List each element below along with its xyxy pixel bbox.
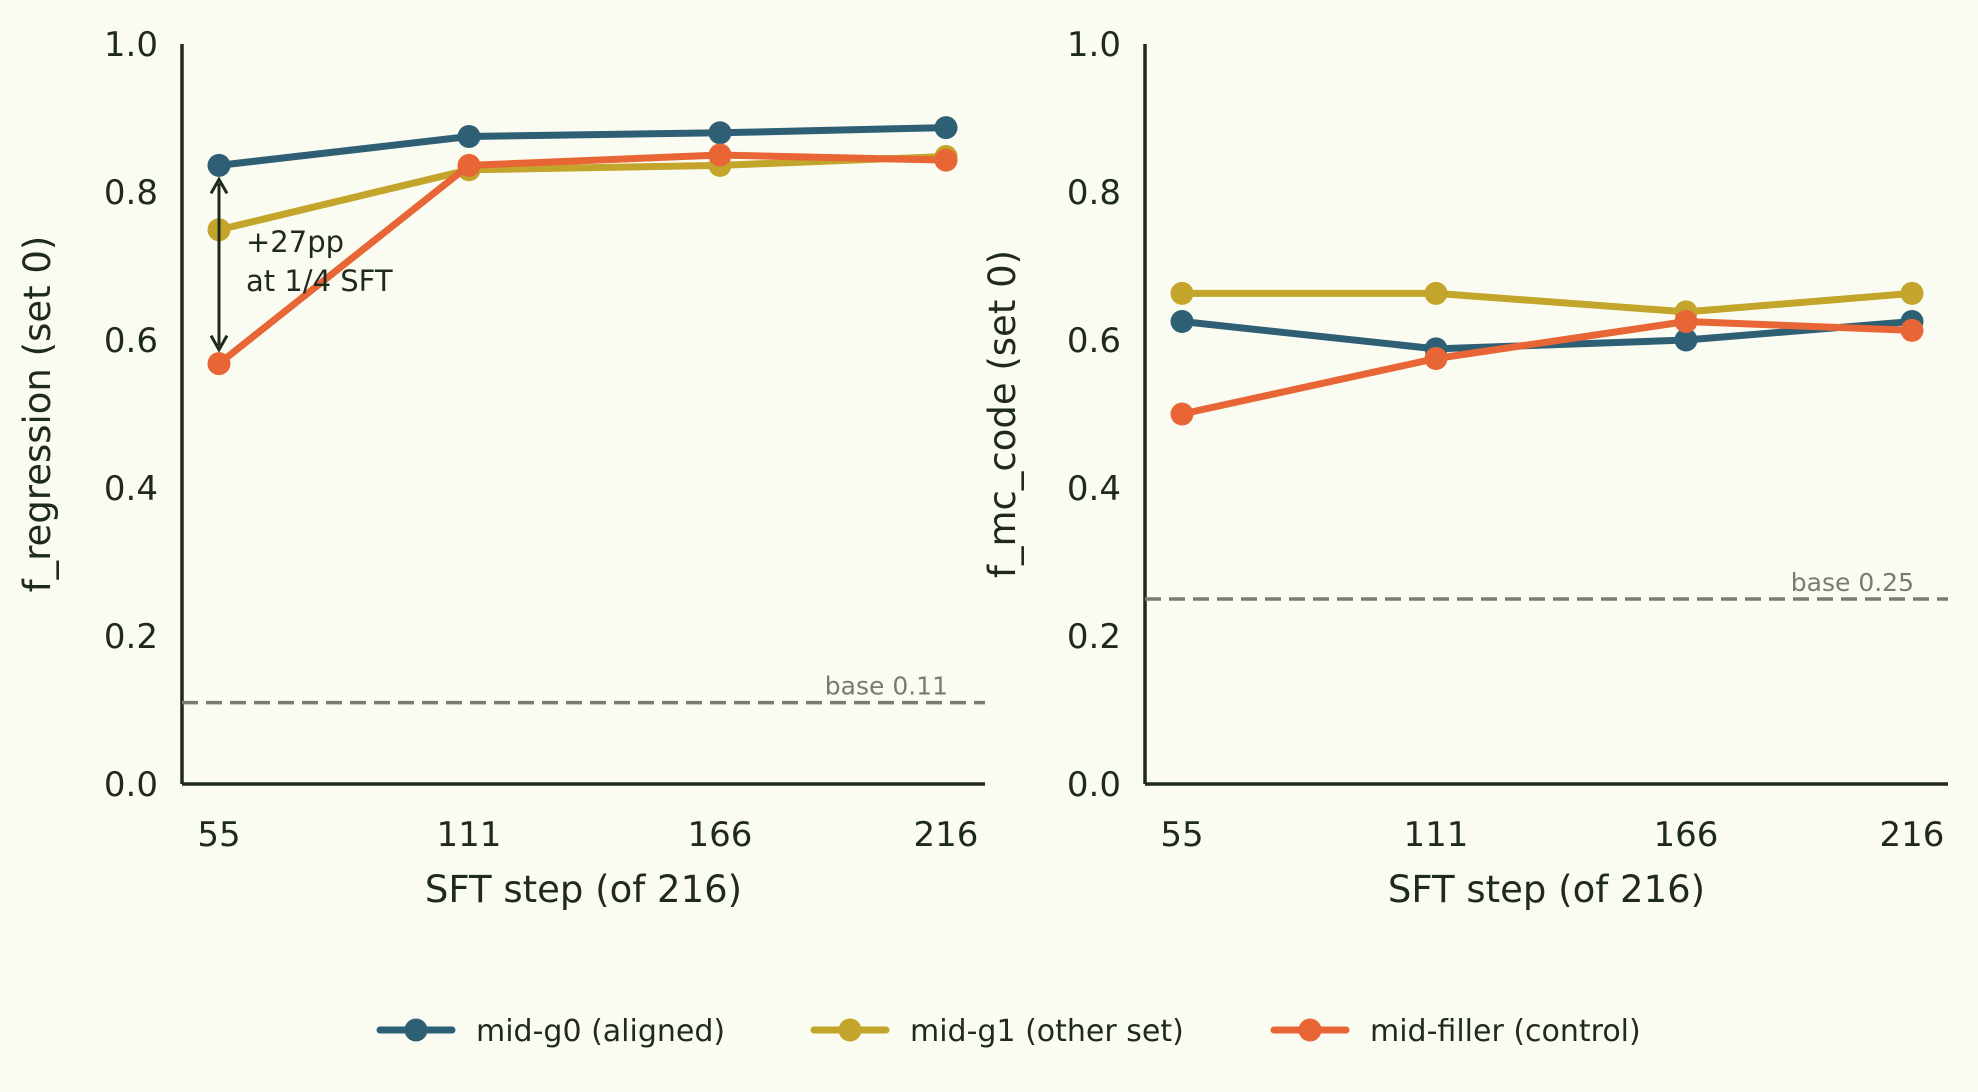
data-point bbox=[1900, 318, 1924, 342]
data-point bbox=[1424, 281, 1448, 305]
y-tick-label: 0.8 bbox=[104, 173, 158, 213]
data-point bbox=[1900, 281, 1924, 305]
series-line bbox=[1178, 289, 1916, 316]
legend-label: mid-g1 (other set) bbox=[910, 1014, 1184, 1049]
annotation-arrowhead-down bbox=[209, 334, 229, 353]
y-tick-label: 0.8 bbox=[1067, 173, 1121, 213]
y-axis-label: f_regression (set 0) bbox=[16, 236, 59, 593]
x-tick-label: 55 bbox=[197, 815, 240, 855]
y-tick-label: 0.2 bbox=[104, 617, 158, 657]
annotation-arrowhead-up bbox=[209, 176, 229, 195]
right-chart-panel: 0.0 0.2 0.4 0.6 0.8 1.0 55 111 166 216 SFT step (o… bbox=[981, 25, 1948, 911]
series-line bbox=[215, 151, 950, 368]
data-point bbox=[1674, 328, 1698, 352]
annotation-text-line2: at 1/4 SFT bbox=[246, 264, 393, 298]
data-point bbox=[934, 116, 958, 140]
series-line bbox=[1178, 318, 1916, 418]
data-point bbox=[457, 153, 481, 177]
data-point bbox=[207, 352, 231, 376]
x-tick-label: 166 bbox=[688, 815, 753, 855]
x-axis-label: SFT step (of 216) bbox=[1388, 868, 1705, 911]
legend-label: mid-g0 (aligned) bbox=[476, 1014, 725, 1049]
x-axis-label: SFT step (of 216) bbox=[425, 868, 742, 911]
x-tick-label: 216 bbox=[914, 815, 979, 855]
annotation-text-line1: +27pp bbox=[246, 225, 344, 259]
y-tick-label: 0.4 bbox=[1067, 469, 1121, 509]
y-tick-label: 1.0 bbox=[104, 25, 158, 65]
left-chart-panel: 0.0 0.2 0.4 0.6 0.8 1.0 55 111 166 216 SFT step (o… bbox=[16, 25, 985, 911]
baseline-label: base 0.11 bbox=[825, 672, 948, 701]
data-point bbox=[708, 143, 732, 167]
data-point bbox=[1674, 310, 1698, 333]
data-point bbox=[934, 148, 958, 172]
y-tick-label: 0.0 bbox=[104, 765, 158, 805]
y-tick-label: 0.6 bbox=[1067, 321, 1121, 361]
legend: mid-g0 (aligned) mid-g1 (other set) mid-fi… bbox=[376, 1014, 1641, 1049]
x-tick-label: 166 bbox=[1654, 815, 1719, 855]
legend-point-marker bbox=[1298, 1018, 1322, 1042]
y-tick-label: 1.0 bbox=[1067, 25, 1121, 65]
legend-point-marker bbox=[838, 1018, 862, 1042]
y-tick-label: 0.2 bbox=[1067, 617, 1121, 657]
data-point bbox=[1424, 347, 1448, 370]
data-point bbox=[708, 121, 732, 145]
x-tick-label: 111 bbox=[1404, 815, 1469, 855]
data-point bbox=[207, 153, 231, 177]
series-line bbox=[1178, 318, 1916, 353]
y-axis-label: f_mc_code (set 0) bbox=[981, 250, 1024, 578]
y-tick-label: 0.6 bbox=[104, 321, 158, 361]
data-point bbox=[1170, 281, 1194, 305]
x-tick-label: 216 bbox=[1880, 815, 1945, 855]
baseline-label: base 0.25 bbox=[1791, 568, 1914, 597]
y-tick-label: 0.4 bbox=[104, 469, 158, 509]
y-tick-label: 0.0 bbox=[1067, 765, 1121, 805]
series-line bbox=[215, 152, 950, 234]
x-tick-label: 111 bbox=[437, 815, 502, 855]
legend-point-marker bbox=[404, 1018, 428, 1042]
data-point bbox=[1170, 402, 1194, 426]
data-point bbox=[1170, 310, 1194, 333]
data-point bbox=[457, 125, 481, 148]
series-line bbox=[215, 124, 950, 169]
legend-label: mid-filler (control) bbox=[1370, 1014, 1641, 1049]
x-tick-label: 55 bbox=[1160, 815, 1203, 855]
